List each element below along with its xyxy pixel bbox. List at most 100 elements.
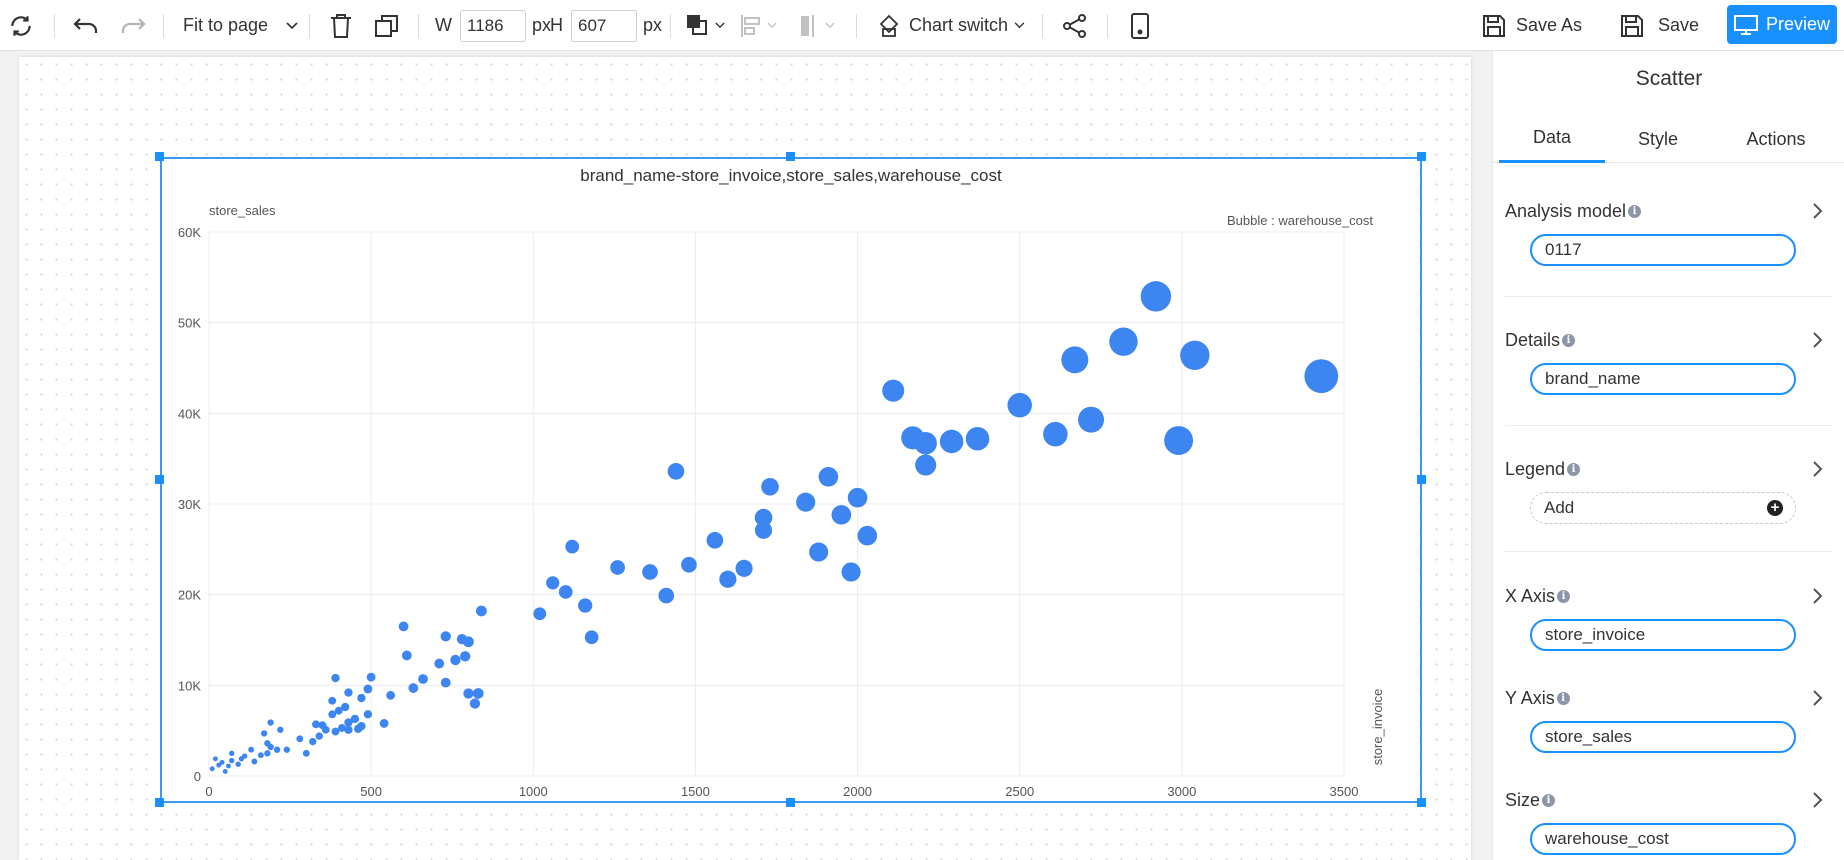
width-control: W 1186 px <box>435 0 551 51</box>
scatter-point <box>809 542 829 562</box>
legend-add-field[interactable]: Add + <box>1530 492 1796 524</box>
undo-icon[interactable] <box>72 0 100 51</box>
save-as-label: Save As <box>1516 15 1583 35</box>
scatter-point <box>565 539 580 554</box>
scatter-point <box>334 706 343 715</box>
field-label-text: Analysis model <box>1505 201 1627 221</box>
resize-handle-bottom[interactable] <box>786 798 795 807</box>
scatter-point <box>222 769 228 774</box>
x-axis-field[interactable]: store_invoice <box>1530 619 1796 651</box>
scatter-point <box>1140 281 1172 312</box>
chevron-down-icon <box>286 21 298 29</box>
info-icon: i <box>1562 334 1576 347</box>
canvas-area: 0 10K 20K 30K 40K 50K 60K 0 500 1000 1500 2000 2500 3… <box>0 51 1492 860</box>
scatter-point <box>363 684 373 694</box>
scatter-point <box>1078 406 1105 433</box>
scatter-point <box>610 560 625 575</box>
scatter-point <box>379 719 389 728</box>
scatter-point <box>363 710 373 719</box>
save-button[interactable]: Save <box>1620 0 1699 51</box>
scatter-point <box>472 688 484 699</box>
scatter-point <box>831 505 852 525</box>
scatter-point <box>315 732 323 740</box>
scatter-point <box>219 759 225 765</box>
scatter-point <box>357 693 366 703</box>
field-label-text: Y Axis <box>1505 688 1555 708</box>
chart-switch-dropdown[interactable]: Chart switch <box>877 0 1025 51</box>
resize-handle-left[interactable] <box>155 475 164 484</box>
share-icon[interactable] <box>1062 0 1088 51</box>
chevron-right-icon[interactable] <box>1809 201 1825 221</box>
width-unit: px <box>532 15 552 35</box>
scatter-point <box>408 683 419 693</box>
x-tick-label: 0 <box>205 784 212 799</box>
resize-handle-right[interactable] <box>1417 475 1426 484</box>
scatter-point <box>216 762 222 768</box>
layer-order-dropdown[interactable] <box>686 0 725 51</box>
scatter-point <box>328 710 337 719</box>
y-tick-label: 30K <box>178 497 201 512</box>
mobile-icon[interactable] <box>1130 0 1150 51</box>
plus-circle-icon[interactable]: + <box>1767 500 1783 516</box>
details-field[interactable]: brand_name <box>1530 363 1796 395</box>
chevron-right-icon[interactable] <box>1809 330 1825 350</box>
height-control: H 607 px <box>550 0 662 51</box>
scatter-point <box>939 429 964 454</box>
save-as-button[interactable]: Save As <box>1482 0 1582 51</box>
scatter-point <box>450 654 461 666</box>
chevron-right-icon[interactable] <box>1809 459 1825 479</box>
resize-handle-bottom-right[interactable] <box>1417 798 1426 807</box>
align-dropdown[interactable] <box>740 0 777 51</box>
delete-icon[interactable] <box>329 0 353 51</box>
y-axis-field[interactable]: store_sales <box>1530 721 1796 753</box>
scatter-point <box>463 636 474 648</box>
scatter-point <box>533 607 547 621</box>
fit-to-page-dropdown[interactable]: Fit to page <box>183 0 298 51</box>
scatter-point <box>338 724 346 732</box>
chevron-right-icon[interactable] <box>1809 790 1825 810</box>
analysis-model-field[interactable]: 0117 <box>1530 234 1796 266</box>
height-label: H <box>550 15 563 35</box>
tab-data[interactable]: Data <box>1499 115 1605 163</box>
chevron-right-icon[interactable] <box>1809 688 1825 708</box>
distribute-dropdown[interactable] <box>798 0 835 51</box>
scatter-point <box>476 605 487 617</box>
tab-style[interactable]: Style <box>1637 128 1679 149</box>
scatter-point <box>818 467 839 487</box>
scatter-point <box>235 761 241 767</box>
toolbar: Fit to page W 1186 px H 607 px <box>0 0 1844 51</box>
scatter-point <box>681 556 697 573</box>
preview-button[interactable]: Preview <box>1727 5 1837 44</box>
copy-icon[interactable] <box>374 0 400 51</box>
dashboard-canvas: 0 10K 20K 30K 40K 50K 60K 0 500 1000 1500 2000 2500 3… <box>19 57 1471 860</box>
scatter-point <box>248 746 255 753</box>
width-input[interactable]: 1186 <box>460 9 526 42</box>
scatter-point <box>312 720 320 729</box>
scatter-point <box>1043 421 1068 447</box>
field-label: Legend i <box>1505 459 1581 480</box>
resize-handle-top-right[interactable] <box>1417 152 1426 161</box>
refresh-icon[interactable] <box>8 0 34 51</box>
scatter-point <box>344 688 353 697</box>
scatter-point <box>273 746 281 753</box>
field-label-text: Legend <box>1505 459 1566 479</box>
resize-handle-top[interactable] <box>786 152 795 161</box>
bubble-size-label: Bubble : warehouse_cost <box>1227 213 1373 228</box>
resize-handle-bottom-left[interactable] <box>155 798 164 807</box>
size-field[interactable]: warehouse_cost <box>1530 823 1796 855</box>
chart-switch-icon <box>879 14 899 37</box>
height-input[interactable]: 607 <box>571 9 637 42</box>
tab-actions[interactable]: Actions <box>1746 128 1806 149</box>
x-tick-label: 3500 <box>1330 784 1359 799</box>
chart-switch-label: Chart switch <box>909 15 1009 35</box>
scatter-chart-widget[interactable]: 0 10K 20K 30K 40K 50K 60K 0 500 1000 1500 2000 2500 3… <box>160 157 1422 803</box>
info-icon: i <box>1556 692 1570 705</box>
scatter-point <box>354 724 363 734</box>
scatter-point <box>706 531 724 549</box>
chevron-right-icon[interactable] <box>1809 586 1825 606</box>
scatter-point <box>328 696 337 705</box>
scatter-point <box>331 727 340 736</box>
redo-icon[interactable] <box>119 0 147 51</box>
resize-handle-top-left[interactable] <box>155 152 164 161</box>
layer-icon <box>687 14 707 35</box>
